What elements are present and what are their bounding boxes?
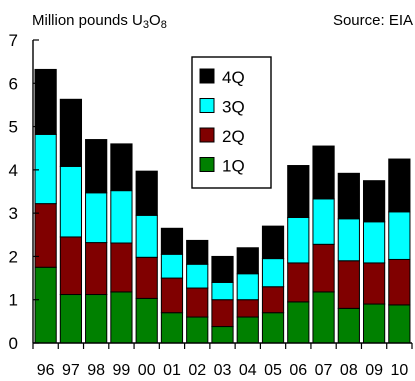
legend-swatch-1q	[200, 158, 214, 172]
y-tick-label-6: 6	[9, 74, 18, 93]
legend-label-3q: 3Q	[222, 98, 245, 117]
bar-06-2q	[288, 263, 309, 302]
bar-03-3q	[212, 282, 233, 299]
y-tick-label-0: 0	[9, 334, 18, 353]
bar-04-1q	[237, 317, 258, 343]
legend-swatch-4q	[200, 69, 214, 83]
bar-10-4q	[389, 159, 410, 212]
x-tick-label-04: 04	[239, 362, 257, 379]
y-tick-label-2: 2	[9, 247, 18, 266]
x-tick-label-10: 10	[390, 362, 408, 379]
bar-00-2q	[136, 257, 157, 298]
bar-05-1q	[262, 313, 283, 343]
bar-09-2q	[363, 263, 384, 304]
bar-96-3q	[35, 134, 56, 203]
bar-98-4q	[86, 140, 107, 193]
bar-07-2q	[313, 244, 334, 292]
y-tick-label-5: 5	[9, 118, 18, 137]
bar-10-3q	[389, 212, 410, 260]
bar-96-4q	[35, 69, 56, 134]
bar-97-1q	[60, 295, 81, 343]
bar-02-4q	[187, 240, 208, 264]
bar-01-3q	[161, 254, 182, 278]
x-tick-label-01: 01	[163, 362, 181, 379]
bar-01-2q	[161, 278, 182, 313]
x-tick-label-06: 06	[289, 362, 307, 379]
x-axis-ticks: 96 97 98 99 00 01 02 03 04 05 06 07 08 09 10	[33, 343, 412, 379]
y-tick-label-7: 7	[9, 31, 18, 50]
bar-04-4q	[237, 248, 258, 274]
bar-99-2q	[111, 243, 132, 292]
bar-99-1q	[111, 292, 132, 343]
legend-swatch-2q	[200, 128, 214, 142]
bar-01-1q	[161, 313, 182, 343]
x-tick-label-03: 03	[214, 362, 232, 379]
bar-03-4q	[212, 256, 233, 282]
bar-07-3q	[313, 199, 334, 244]
source-label: Source: EIA	[333, 12, 413, 29]
bar-06-4q	[288, 166, 309, 218]
y-tick-label-4: 4	[9, 161, 18, 180]
bar-08-1q	[338, 308, 359, 343]
bar-10-2q	[389, 259, 410, 304]
bar-02-1q	[187, 317, 208, 343]
bar-97-4q	[60, 99, 81, 166]
bar-02-3q	[187, 264, 208, 288]
x-tick-label-00: 00	[138, 362, 156, 379]
bar-02-2q	[187, 288, 208, 317]
y-tick-label-3: 3	[9, 204, 18, 223]
x-tick-label-97: 97	[62, 362, 80, 379]
bar-09-1q	[363, 304, 384, 343]
bar-01-4q	[161, 228, 182, 254]
bar-06-3q	[288, 217, 309, 262]
bar-03-2q	[212, 300, 233, 327]
bar-07-4q	[313, 146, 334, 199]
bar-00-4q	[136, 171, 157, 215]
bar-97-3q	[60, 166, 81, 237]
bar-09-4q	[363, 181, 384, 222]
bar-04-2q	[237, 300, 258, 317]
y-tick-label-1: 1	[9, 291, 18, 310]
x-tick-label-02: 02	[188, 362, 206, 379]
bar-05-4q	[262, 226, 283, 258]
bar-00-1q	[136, 298, 157, 343]
bar-09-3q	[363, 222, 384, 263]
bar-03-1q	[212, 327, 233, 343]
bar-06-1q	[288, 302, 309, 343]
x-tick-label-99: 99	[113, 362, 131, 379]
legend-label-4q: 4Q	[222, 68, 245, 87]
x-tick-label-98: 98	[87, 362, 105, 379]
bar-10-1q	[389, 305, 410, 343]
bar-05-3q	[262, 259, 283, 287]
legend-label-1q: 1Q	[222, 157, 245, 176]
y-axis-ticks: 0 1 2 3 4 5 6 7	[9, 31, 39, 353]
x-tick-label-96: 96	[37, 362, 55, 379]
bar-04-3q	[237, 274, 258, 300]
x-tick-label-05: 05	[264, 362, 282, 379]
bar-08-4q	[338, 173, 359, 218]
bar-07-1q	[313, 292, 334, 343]
bar-08-3q	[338, 219, 359, 261]
units-label: Million pounds U3O8	[32, 12, 167, 31]
bar-08-2q	[338, 261, 359, 309]
bar-99-3q	[111, 191, 132, 243]
bar-00-3q	[136, 215, 157, 257]
bar-05-2q	[262, 287, 283, 313]
bar-96-1q	[35, 267, 56, 343]
x-tick-label-08: 08	[340, 362, 358, 379]
bar-98-1q	[86, 295, 107, 343]
x-tick-label-09: 09	[365, 362, 383, 379]
bar-98-2q	[86, 243, 107, 295]
legend: 4Q 3Q 2Q 1Q	[192, 57, 271, 188]
legend-label-2q: 2Q	[222, 127, 245, 146]
bar-98-3q	[86, 193, 107, 243]
bar-97-2q	[60, 237, 81, 295]
bar-99-4q	[111, 144, 132, 191]
x-tick-label-07: 07	[315, 362, 333, 379]
legend-swatch-3q	[200, 99, 214, 113]
